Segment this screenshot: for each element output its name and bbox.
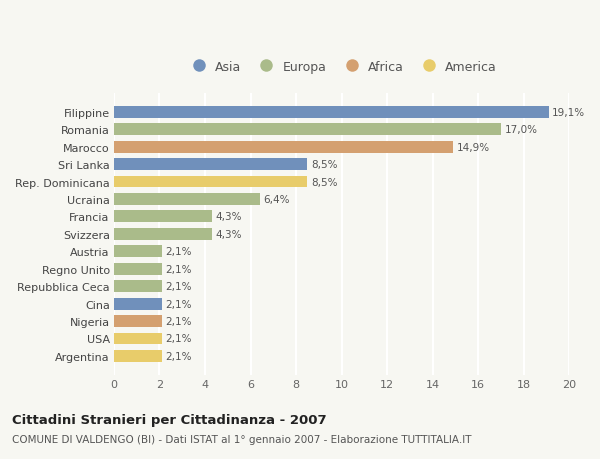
Text: 2,1%: 2,1% (165, 264, 191, 274)
Text: 14,9%: 14,9% (457, 142, 490, 152)
Bar (114, 280, 162, 292)
Bar (114, 263, 162, 275)
Text: 2,1%: 2,1% (165, 247, 191, 257)
Bar (114, 159, 307, 171)
Text: Cittadini Stranieri per Cittadinanza - 2007: Cittadini Stranieri per Cittadinanza - 2… (12, 413, 326, 426)
Bar (114, 211, 212, 223)
Text: 2,1%: 2,1% (165, 316, 191, 326)
Bar (114, 298, 162, 310)
Bar (114, 141, 453, 153)
Text: COMUNE DI VALDENGO (BI) - Dati ISTAT al 1° gennaio 2007 - Elaborazione TUTTITALI: COMUNE DI VALDENGO (BI) - Dati ISTAT al … (12, 434, 472, 444)
Text: 17,0%: 17,0% (505, 125, 538, 135)
Text: 2,1%: 2,1% (165, 281, 191, 291)
Legend: Asia, Europa, Africa, America: Asia, Europa, Africa, America (184, 58, 499, 76)
Text: 6,4%: 6,4% (263, 195, 290, 205)
Text: 2,1%: 2,1% (165, 334, 191, 344)
Text: 2,1%: 2,1% (165, 299, 191, 309)
Bar (114, 229, 212, 240)
Bar (114, 194, 260, 206)
Text: 4,3%: 4,3% (215, 212, 242, 222)
Bar (114, 333, 162, 345)
Text: 4,3%: 4,3% (215, 230, 242, 239)
Bar (114, 350, 162, 362)
Bar (114, 176, 307, 188)
Text: 2,1%: 2,1% (165, 351, 191, 361)
Bar (114, 246, 162, 257)
Bar (114, 124, 501, 136)
Text: 19,1%: 19,1% (552, 107, 586, 118)
Bar (114, 315, 162, 327)
Text: 8,5%: 8,5% (311, 177, 337, 187)
Text: 8,5%: 8,5% (311, 160, 337, 170)
Bar (114, 106, 549, 118)
